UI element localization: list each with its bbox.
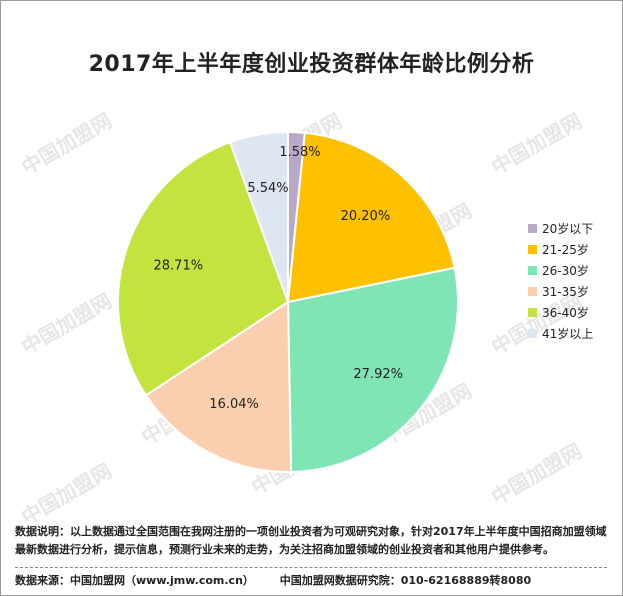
watermark-text: 中国加盟网 [17,109,116,180]
legend-label: 21-25岁 [542,242,589,257]
footer-institute: 中国加盟网数据研究院：010-62168889转8080 [279,574,532,587]
footer-source: 数据来源：中国加盟网（www.jmw.com.cn） [15,574,254,587]
legend-swatch [528,287,537,296]
watermark-text: 中国加盟网 [17,459,116,530]
watermark-text: 中国加盟网 [487,439,586,510]
slice-data-label: 16.04% [209,397,259,412]
watermark-text: 中国加盟网 [487,109,586,180]
data-note: 数据说明：以上数据通过全国范围在我网注册的一项创业投资者为可观研究对象，针对20… [15,525,607,556]
pie-slice [117,140,290,397]
slice-data-label: 27.92% [353,367,403,382]
legend-swatch [528,245,537,254]
legend-swatch [528,329,537,338]
watermark-text: 中国加盟网 [17,289,116,360]
legend-swatch [528,308,537,317]
legend-swatch [528,266,537,275]
pie-slice [144,300,293,473]
legend-label: 41岁以上 [542,326,593,341]
chart-title: 2017年上半年度创业投资群体年龄比例分析 [88,52,535,77]
slice-data-label: 20.20% [341,209,391,224]
pie-slice [228,130,289,303]
slice-data-label: 28.71% [154,259,204,274]
pie-slice [286,266,459,473]
slice-data-label: 5.54% [247,181,288,196]
legend-swatch [528,224,537,233]
pie-slices [117,130,459,473]
legend: 20岁以下 21-25岁 26-30岁 31-35岁 36-40岁 41岁以上 [528,221,593,341]
legend-label: 31-35岁 [542,284,589,299]
legend-label: 36-40岁 [542,305,589,320]
legend-label: 20岁以下 [542,221,593,236]
pie-slice [286,131,456,304]
footer: 数据来源：中国加盟网（www.jmw.com.cn） 中国加盟网数据研究院：01… [15,572,615,588]
footer-divider [15,567,607,568]
watermark-text: 中国加盟网 [487,289,586,360]
slice-data-label: 1.58% [279,145,320,160]
legend-label: 26-30岁 [542,263,589,278]
slice-labels: 1.58% 20.20% 27.92% 16.04% 28.71% 5.54% [154,145,403,412]
